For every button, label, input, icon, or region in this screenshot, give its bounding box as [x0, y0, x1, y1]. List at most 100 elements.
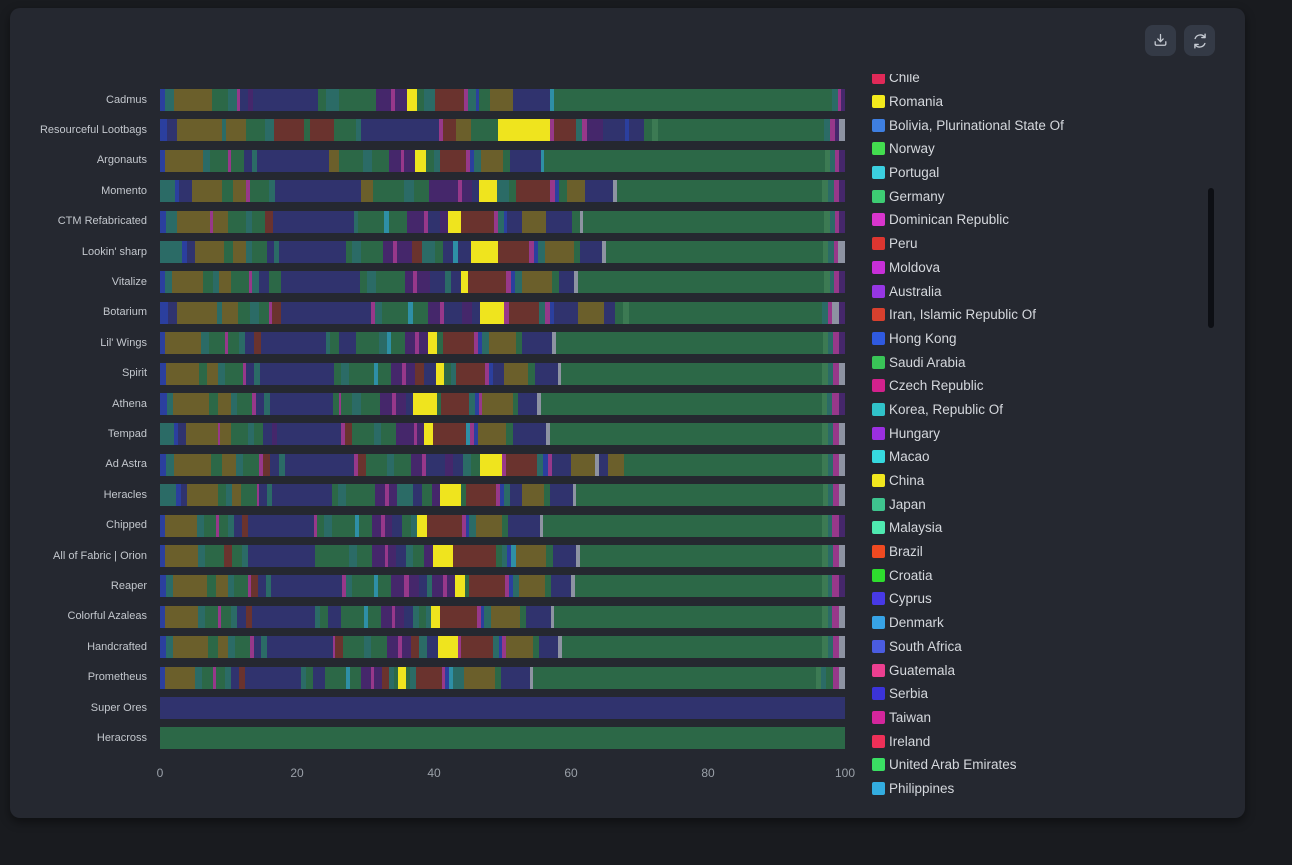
bar-segment[interactable] [312, 666, 325, 689]
bar-segment[interactable] [251, 575, 258, 598]
bar-segment[interactable] [539, 636, 559, 659]
bar-row[interactable] [160, 332, 845, 355]
bar-segment[interactable] [423, 210, 428, 233]
bar-segment[interactable] [549, 484, 573, 507]
bar-segment[interactable] [394, 666, 398, 689]
bar-segment[interactable] [357, 453, 367, 476]
bar-segment[interactable] [431, 514, 462, 537]
bar-segment[interactable] [469, 575, 506, 598]
bar-segment[interactable] [419, 605, 427, 628]
bar-segment[interactable] [832, 393, 839, 415]
bar-segment[interactable] [827, 636, 834, 659]
bar-segment[interactable] [396, 545, 406, 567]
bar-segment[interactable] [404, 149, 415, 172]
bar-segment[interactable] [533, 636, 540, 659]
bar-segment[interactable] [839, 271, 845, 294]
bar-segment[interactable] [512, 89, 551, 111]
bar-segment[interactable] [481, 332, 489, 355]
bar-segment[interactable] [218, 605, 221, 628]
legend-scrollbar[interactable] [1208, 188, 1214, 328]
bar-segment[interactable] [838, 423, 845, 446]
bar-segment[interactable] [386, 332, 391, 355]
bar-segment[interactable] [213, 666, 217, 689]
bar-segment[interactable] [244, 666, 302, 689]
bar-segment[interactable] [178, 423, 186, 446]
bar-segment[interactable] [407, 89, 417, 111]
bar-segment[interactable] [827, 453, 834, 476]
bar-segment[interactable] [512, 575, 519, 598]
bar-segment[interactable] [260, 332, 326, 355]
bar-segment[interactable] [231, 149, 244, 172]
bar-segment[interactable] [561, 636, 823, 659]
bar-segment[interactable] [822, 241, 829, 263]
bar-segment[interactable] [270, 453, 280, 476]
bar-segment[interactable] [335, 636, 343, 659]
legend-item[interactable]: Denmark [872, 611, 1202, 635]
bar-segment[interactable] [509, 149, 541, 172]
bar-segment[interactable] [551, 453, 571, 476]
bar-segment[interactable] [839, 149, 845, 172]
bar-segment[interactable] [506, 423, 514, 446]
bar-segment[interactable] [395, 605, 404, 628]
bar-segment[interactable] [453, 241, 458, 263]
bar-segment[interactable] [221, 119, 226, 142]
bar-segment[interactable] [521, 271, 553, 294]
bar-segment[interactable] [160, 149, 166, 172]
bar-segment[interactable] [166, 393, 173, 415]
bar-segment[interactable] [838, 545, 845, 567]
bar-segment[interactable] [835, 210, 840, 233]
bar-segment[interactable] [333, 119, 356, 142]
bar-segment[interactable] [457, 241, 471, 263]
bar-segment[interactable] [544, 575, 551, 598]
bar-segment[interactable] [606, 241, 823, 263]
bar-segment[interactable] [262, 453, 271, 476]
bar-segment[interactable] [432, 575, 444, 598]
bar-row[interactable] [160, 89, 845, 111]
bar-segment[interactable] [475, 89, 480, 111]
bar-segment[interactable] [359, 271, 368, 294]
bar-segment[interactable] [414, 149, 426, 172]
bar-row[interactable] [160, 697, 845, 719]
bar-segment[interactable] [466, 149, 470, 172]
bar-segment[interactable] [423, 362, 436, 385]
bar-segment[interactable] [388, 149, 402, 172]
bar-segment[interactable] [429, 180, 458, 203]
bar-segment[interactable] [325, 332, 331, 355]
bar-segment[interactable] [368, 605, 382, 628]
bar-segment[interactable] [838, 636, 845, 659]
bar-segment[interactable] [279, 453, 285, 476]
bar-segment[interactable] [165, 514, 197, 537]
bar-segment[interactable] [342, 636, 365, 659]
bar-segment[interactable] [265, 119, 274, 142]
bar-segment[interactable] [435, 89, 465, 111]
bar-segment[interactable] [166, 210, 178, 233]
bar-segment[interactable] [469, 514, 477, 537]
bar-segment[interactable] [553, 545, 577, 567]
bar-segment[interactable] [453, 453, 463, 476]
bar-segment[interactable] [623, 453, 823, 476]
bar-row[interactable] [160, 666, 845, 689]
bar-segment[interactable] [580, 545, 823, 567]
bar-segment[interactable] [657, 119, 825, 142]
bar-segment[interactable] [503, 484, 510, 507]
bar-segment[interactable] [203, 514, 217, 537]
bar-segment[interactable] [394, 453, 411, 476]
bar-segment[interactable] [242, 362, 247, 385]
bar-segment[interactable] [572, 484, 577, 507]
bar-segment[interactable] [247, 423, 254, 446]
bar-segment[interactable] [355, 514, 360, 537]
bar-segment[interactable] [172, 271, 204, 294]
bar-segment[interactable] [245, 210, 253, 233]
bar-segment[interactable] [614, 301, 623, 324]
bar-segment[interactable] [375, 301, 382, 324]
bar-segment[interactable] [401, 149, 405, 172]
bar-segment[interactable] [259, 484, 267, 507]
bar-segment[interactable] [207, 636, 218, 659]
bar-row[interactable] [160, 484, 845, 507]
bar-segment[interactable] [244, 332, 254, 355]
bar-segment[interactable] [228, 636, 235, 659]
bar-segment[interactable] [405, 545, 413, 567]
bar-segment[interactable] [827, 180, 834, 203]
bar-segment[interactable] [574, 271, 578, 294]
bar-segment[interactable] [281, 271, 360, 294]
